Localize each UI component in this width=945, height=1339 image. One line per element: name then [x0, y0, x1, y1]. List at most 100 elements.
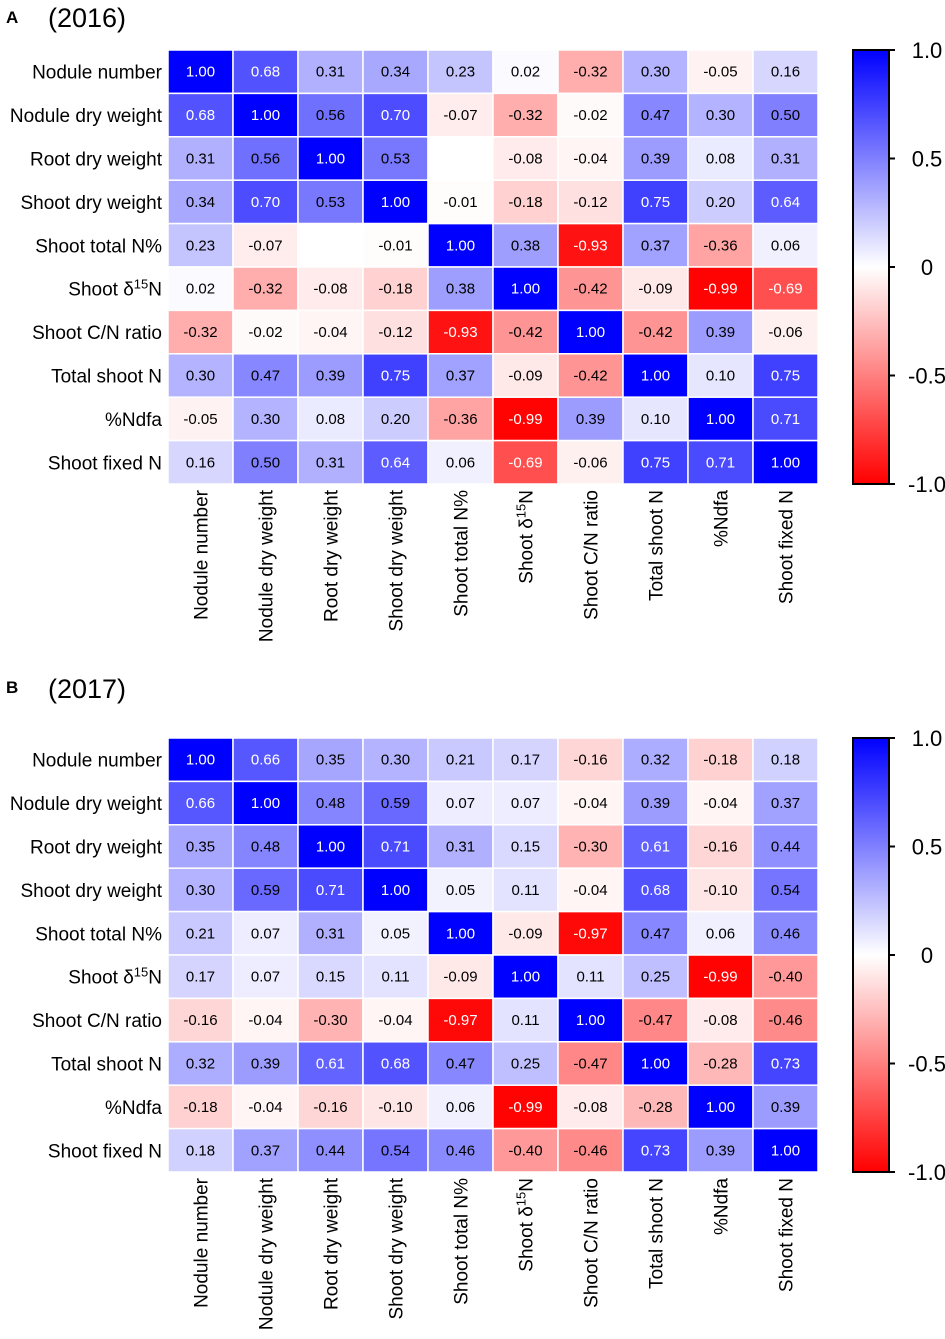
panel-b-cell-value-4-9: 0.46 — [771, 925, 800, 942]
panel-a-cell-value-0-0: 1.00 — [186, 64, 215, 81]
panel-b-cell-value-2-4: 0.31 — [446, 839, 475, 856]
panel-a-colorbar-tick-label-0: 1.0 — [912, 38, 943, 63]
panel-a-cell-value-6-3: -0.12 — [378, 324, 412, 341]
panel-a-cell-value-4-1: -0.07 — [248, 237, 282, 254]
panel-a-cell-value-3-9: 0.64 — [771, 194, 800, 211]
panel-a-cell-7-3 — [362, 353, 429, 398]
panel-a-row-label-total-shoot-n: Total shoot N — [51, 367, 162, 388]
panel-a-cell-7-9 — [752, 353, 819, 398]
panel-b-cell-9-6 — [557, 1127, 624, 1173]
panel-b-cell-1-8 — [687, 780, 754, 826]
panel-b-cell-value-5-6: 0.11 — [576, 969, 604, 986]
panel-a-cell-7-4 — [427, 353, 494, 398]
panel-b-cell-0-0 — [167, 737, 234, 783]
panel-a-row-label-root-dry-weight: Root dry weight — [30, 150, 163, 171]
panel-a-cell-value-2-1: 0.56 — [251, 151, 280, 168]
panel-a-cell-value-4-3: -0.01 — [378, 237, 412, 254]
panel-a-cell-value-7-2: 0.39 — [316, 368, 345, 385]
panel-b-cell-value-9-0: 0.18 — [186, 1142, 215, 1159]
panel-b-col-label-root-dry-weight: Root dry weight — [322, 1177, 343, 1310]
panel-b-letter: B — [6, 678, 18, 697]
panel-b-cell-6-8 — [687, 997, 754, 1043]
panel-b-cell-value-2-8: -0.16 — [703, 839, 737, 856]
panel-a-cell-value-5-0: 0.02 — [186, 281, 215, 298]
panel-b-cell-8-7 — [622, 1084, 689, 1130]
panel-b-cell-7-5 — [492, 1041, 559, 1086]
panel-a-cell-8-0 — [167, 396, 234, 442]
panel-b-cell-value-8-4: 0.06 — [446, 1099, 475, 1116]
panel-a-cell-value-8-7: 0.10 — [641, 411, 670, 428]
panel-a-cell-7-5 — [492, 353, 559, 398]
panel-a-cell-1-5 — [492, 92, 559, 138]
panel-a-cell-value-3-7: 0.75 — [641, 194, 670, 211]
panel-b-cell-5-4 — [427, 954, 494, 1000]
panel-a-cell-5-2 — [297, 266, 364, 312]
panel-a-cell-value-5-2: -0.08 — [313, 281, 347, 298]
panel-a-cell-value-2-7: 0.39 — [641, 151, 670, 168]
panel-b-cell-8-2 — [297, 1084, 364, 1130]
panel-a-cell-2-4 — [427, 136, 494, 181]
panel-a-cell-value-3-2: 0.53 — [316, 194, 345, 211]
panel-a-col-label-nodule-number: Nodule number — [192, 489, 213, 620]
panel-a-cell-9-5 — [492, 439, 559, 485]
panel-b-cell-3-3 — [362, 867, 429, 913]
panel-b-cell-5-7 — [622, 954, 689, 1000]
panel-a-cell-value-9-9: 1.00 — [771, 454, 800, 471]
panel-b-cell-value-7-4: 0.47 — [446, 1056, 475, 1073]
panel-b-row-label-shoot-c-n-ratio: Shoot C/N ratio — [32, 1011, 162, 1032]
panel-a-cell-2-1 — [232, 136, 299, 181]
panel-a-cell-value-8-2: 0.08 — [316, 411, 345, 428]
panel-a-cell-value-0-4: 0.23 — [446, 64, 475, 81]
panel-a-cell-1-7 — [622, 92, 689, 138]
panel-b-cell-1-9 — [752, 780, 819, 826]
panel-a-cell-value-4-7: 0.37 — [641, 237, 670, 254]
panel-a-title: (2016) — [48, 3, 126, 33]
panel-a-cell-value-3-4: -0.01 — [443, 194, 477, 211]
panel-a-cell-2-9 — [752, 136, 819, 181]
panel-b-cell-1-3 — [362, 780, 429, 826]
panel-a-cell-5-4 — [427, 266, 494, 312]
panel-a-cell-7-0 — [167, 353, 234, 398]
panel-b-cell-value-4-0: 0.21 — [186, 925, 215, 942]
panel-b-cell-value-0-9: 0.18 — [771, 752, 800, 769]
panel-a-cell-9-2 — [297, 439, 364, 485]
panel-a-cell-1-6 — [557, 92, 624, 138]
panel-a-cell-3-1 — [232, 179, 299, 225]
panel-a-cell-5-1 — [232, 266, 299, 312]
panel-b-cell-5-8 — [687, 954, 754, 1000]
panel-a-cell-value-7-8: 0.10 — [706, 368, 735, 385]
panel-a-cell-value-5-7: -0.09 — [638, 281, 672, 298]
panel-b-cell-value-9-9: 1.00 — [771, 1142, 800, 1159]
panel-a-cell-value-1-0: 0.68 — [186, 107, 215, 124]
panel-b-cell-value-3-3: 1.00 — [381, 882, 410, 899]
panel-b-cell-7-9 — [752, 1041, 819, 1086]
panel-b-cell-9-1 — [232, 1127, 299, 1173]
panel-a-cell-value-1-9: 0.50 — [771, 107, 800, 124]
panel-b-row-label-root-dry-weight: Root dry weight — [30, 838, 163, 859]
panel-a-cell-value-2-6: -0.04 — [573, 151, 607, 168]
panel-a-cell-6-9 — [752, 309, 819, 355]
panel-a-col-label-shoot-c-n-ratio: Shoot C/N ratio — [582, 490, 603, 620]
panel-b-cell-value-8-9: 0.39 — [771, 1099, 800, 1116]
panel-a-cell-6-0 — [167, 309, 234, 355]
panel-b-cell-3-9 — [752, 867, 819, 913]
panel-a-cell-3-7 — [622, 179, 689, 225]
panel-b-cell-value-0-1: 0.66 — [251, 752, 280, 769]
panel-a-col-label-shoot-dry-weight: Shoot dry weight — [387, 489, 408, 631]
panel-b-col-label-total-shoot-n: Total shoot N — [647, 1178, 668, 1289]
panel-b-cell-6-1 — [232, 997, 299, 1043]
panel-a-cell-4-8 — [687, 222, 754, 268]
panel-a-cell-4-6 — [557, 222, 624, 268]
panel-b-cell-value-9-1: 0.37 — [251, 1142, 280, 1159]
panel-b-cell-4-5 — [492, 910, 559, 956]
panel-a-cell-6-8 — [687, 309, 754, 355]
panel-b-cell-value-9-6: -0.46 — [573, 1142, 607, 1159]
panel-b-cell-value-6-7: -0.47 — [638, 1012, 672, 1029]
panel-b-cell-value-6-8: -0.08 — [703, 1012, 737, 1029]
panel-b-cell-5-6 — [557, 954, 624, 1000]
panel-b-cell-value-3-6: -0.04 — [573, 882, 607, 899]
panel-a-cell-value-2-5: -0.08 — [508, 151, 542, 168]
panel-a-cell-value-1-6: -0.02 — [573, 107, 607, 124]
panel-a-cell-value-1-3: 0.70 — [381, 107, 410, 124]
panel-a-cell-value-1-8: 0.30 — [706, 107, 735, 124]
